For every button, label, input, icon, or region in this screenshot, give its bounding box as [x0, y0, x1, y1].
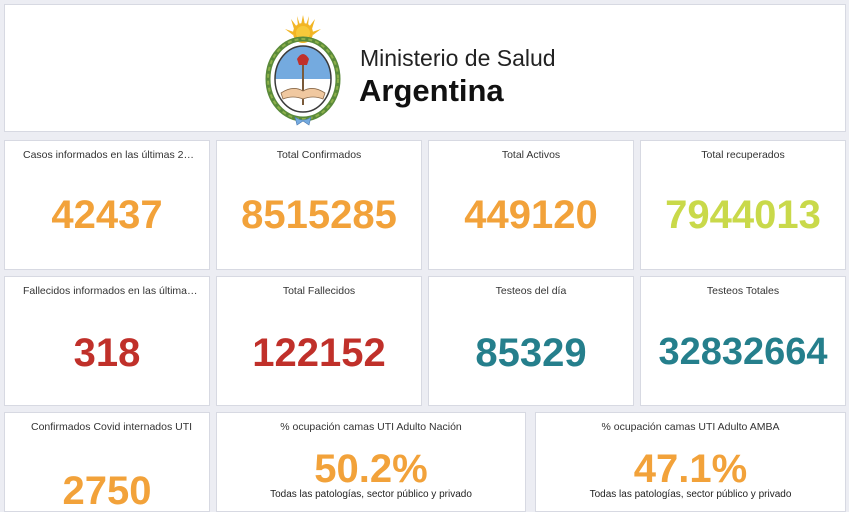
card-title: Fallecidos informados en las última… [23, 285, 198, 297]
card-total-fallecidos: Total Fallecidos 122152 [216, 276, 422, 406]
card-value: 32832664 [658, 331, 828, 373]
card-subtitle: Todas las patologías, sector público y p… [270, 489, 472, 500]
card-value: 42437 [51, 193, 163, 237]
card-title: Testeos del día [495, 285, 567, 297]
card-casos-ultimas: Casos informados en las últimas 2… 42437 [4, 140, 210, 270]
card-subtitle: Todas las patologías, sector público y p… [589, 489, 792, 500]
card-value: 318 [73, 331, 141, 375]
card-title: Total Fallecidos [282, 285, 356, 297]
card-testeos-totales: Testeos Totales 32832664 [640, 276, 846, 406]
card-value: 2750 [62, 469, 152, 512]
card-value: 122152 [252, 331, 386, 375]
card-title: Casos informados en las últimas 2… [23, 149, 194, 161]
card-value: 449120 [464, 193, 598, 237]
card-total-activos: Total Activos 449120 [428, 140, 634, 270]
card-testeos-dia: Testeos del día 85329 [428, 276, 634, 406]
coat-of-arms-icon [265, 15, 341, 126]
header-banner: Ministerio de Salud Argentina [4, 4, 846, 132]
card-title: Total recuperados [701, 149, 785, 161]
card-title: Total Confirmados [276, 149, 362, 161]
card-total-recuperados: Total recuperados 7944013 [640, 140, 846, 270]
card-title: % ocupación camas UTI Adulto Nación [280, 421, 462, 433]
country-name: Argentina [359, 73, 504, 108]
card-value: 47.1% [633, 447, 748, 491]
card-title: Total Activos [501, 149, 561, 161]
card-value: 7944013 [665, 193, 821, 237]
card-title: Confirmados Covid internados UTI [31, 421, 193, 433]
card-fallecidos-ultimas: Fallecidos informados en las última… 318 [4, 276, 210, 406]
card-ocupacion-amba: % ocupación camas UTI Adulto AMBA 47.1% … [535, 412, 846, 512]
card-value: 50.2% [314, 447, 428, 491]
card-total-confirmados: Total Confirmados 8515285 [216, 140, 422, 270]
card-value: 85329 [475, 331, 587, 375]
card-internados-uti: Confirmados Covid internados UTI 2750 [4, 412, 210, 512]
ministry-name: Ministerio de Salud [360, 45, 556, 71]
card-title: % ocupación camas UTI Adulto AMBA [601, 421, 780, 433]
card-value: 8515285 [241, 193, 397, 237]
card-title: Testeos Totales [706, 285, 780, 297]
card-ocupacion-nacion: % ocupación camas UTI Adulto Nación 50.2… [216, 412, 526, 512]
